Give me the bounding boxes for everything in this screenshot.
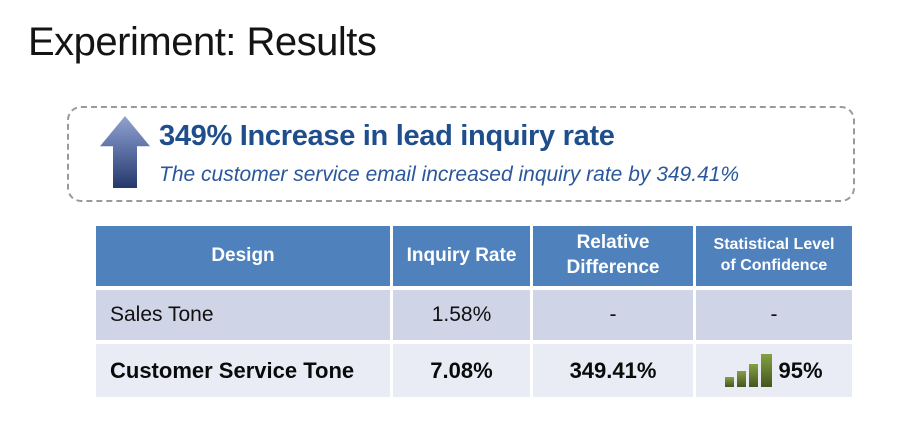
- column-header-statistical-confidence: Statistical Level of Confidence: [696, 226, 852, 286]
- signal-bar-1: [725, 377, 735, 387]
- callout-subheading: The customer service email increased inq…: [159, 163, 740, 186]
- column-header-relative-difference: Relative Difference: [533, 226, 693, 286]
- table-row-sales-tone-confidence: -: [696, 290, 852, 340]
- table-row-customer-service-design: Customer Service Tone: [96, 344, 390, 397]
- up-arrow-icon: [100, 116, 150, 188]
- table-row-sales-tone-inquiry-rate: 1.58%: [393, 290, 530, 340]
- column-header-inquiry-rate: Inquiry Rate: [393, 226, 530, 286]
- table-row-customer-service-relative-difference: 349.41%: [533, 344, 693, 397]
- signal-bar-2: [737, 371, 747, 387]
- highlight-callout: 349% Increase in lead inquiry rate The c…: [67, 106, 855, 202]
- page-title: Experiment: Results: [28, 20, 377, 64]
- results-table: Design Inquiry Rate Relative Difference …: [96, 226, 852, 397]
- table-row-sales-tone-design: Sales Tone: [96, 290, 390, 340]
- confidence-value: 95%: [778, 357, 823, 383]
- callout-heading: 349% Increase in lead inquiry rate: [159, 120, 615, 152]
- table-row-customer-service-confidence: 95%: [696, 344, 852, 397]
- signal-bars-icon: [725, 354, 773, 387]
- column-header-design: Design: [96, 226, 390, 286]
- signal-bar-4: [761, 354, 773, 387]
- table-row-sales-tone-relative-difference: -: [533, 290, 693, 340]
- signal-bar-3: [749, 364, 759, 387]
- table-row-customer-service-inquiry-rate: 7.08%: [393, 344, 530, 397]
